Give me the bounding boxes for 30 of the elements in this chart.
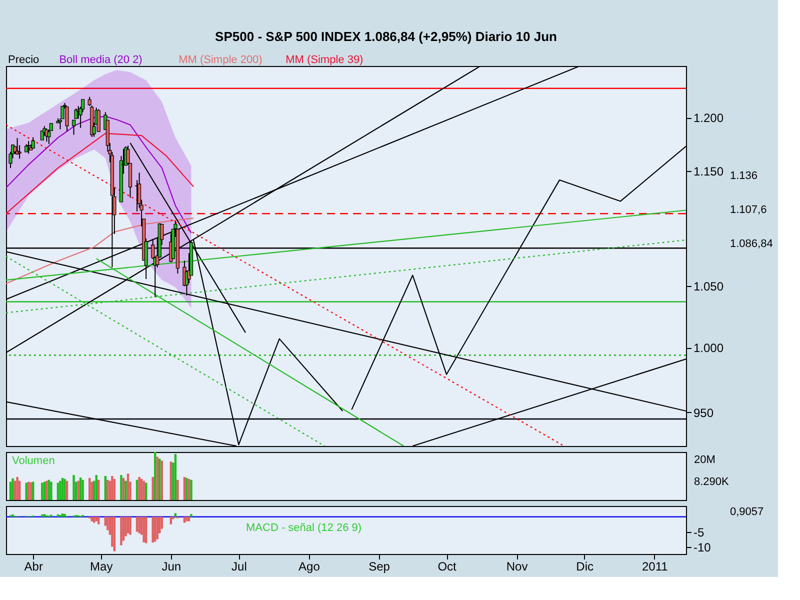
y-tick-label: 1.150 xyxy=(694,164,724,179)
text: MM (Simple 39) xyxy=(286,54,364,66)
text: 8.290K xyxy=(694,476,730,488)
x-tick-label: Jun xyxy=(162,560,182,574)
chart-title: Volumen xyxy=(12,455,55,467)
x-tick-label: Abr xyxy=(24,560,43,574)
text: 1.136 xyxy=(730,170,758,182)
text: MM (Simple 200) xyxy=(178,54,262,66)
chart-title: SP500 - S&P 500 INDEX 1.086,84 (+2,95%) Diario 10 Jun xyxy=(215,29,558,44)
text: Boll media (20 2) xyxy=(59,54,142,66)
y-tick-label: 1.000 xyxy=(694,341,724,356)
y-tick-label: 1.200 xyxy=(694,111,724,126)
x-tick-label: Jul xyxy=(232,560,247,574)
text: 20M xyxy=(694,454,716,466)
y-tick-label: -5 xyxy=(694,525,704,540)
x-tick-label: Nov xyxy=(506,560,528,574)
text: 1.086,84 xyxy=(730,238,773,250)
text: 1.107,6 xyxy=(730,204,767,216)
text: 0,9057 xyxy=(730,506,764,518)
y-tick-label: 1.050 xyxy=(694,280,724,294)
legend-title: Precio xyxy=(8,54,40,66)
text: MACD - señal (12 26 9) xyxy=(246,522,362,534)
x-tick-label: 2011 xyxy=(642,560,668,574)
x-tick-label: Dic xyxy=(576,560,594,574)
x-tick-label: Ago xyxy=(298,560,320,574)
x-tick-label: May xyxy=(90,560,113,574)
y-tick-label: -10 xyxy=(694,540,712,554)
x-tick-label: Oct xyxy=(438,560,458,574)
x-tick-label: Sep xyxy=(368,560,390,574)
y-tick-label: 950 xyxy=(694,406,714,420)
